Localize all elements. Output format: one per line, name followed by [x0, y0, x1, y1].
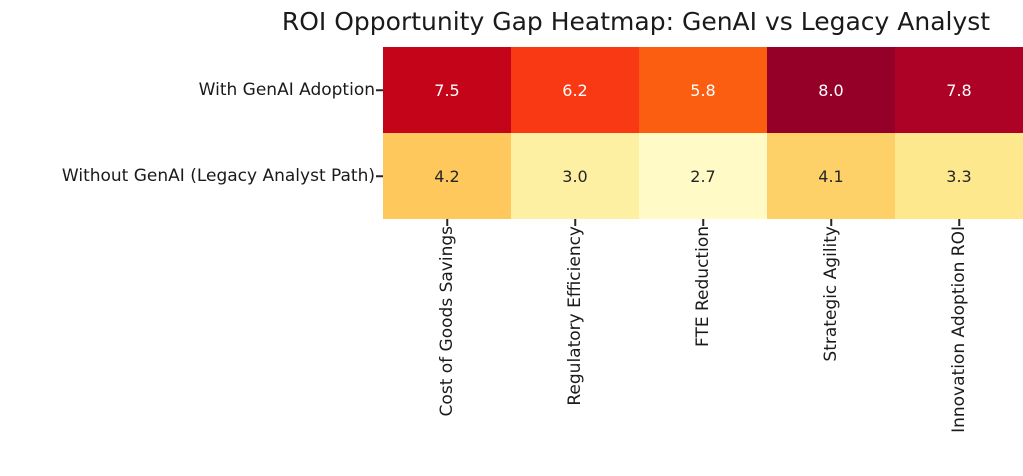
x-tick-mark	[958, 219, 960, 226]
x-tick-mark	[830, 219, 832, 226]
y-tick-label-1: Without GenAI (Legacy Analyst Path)	[61, 166, 375, 186]
heatmap-cell-r0-c4: 7.8	[895, 47, 1023, 133]
x-tick-label-2: FTE Reduction	[693, 226, 713, 347]
heatmap-cell-r1-c3: 4.1	[767, 133, 895, 219]
heatmap-grid: 7.5 6.2 5.8 8.0 7.8 4.2 3.0 2.7 4.1 3.3	[383, 47, 1023, 219]
heatmap-cell-r0-c1: 6.2	[511, 47, 639, 133]
x-tick-label-4: Innovation Adoption ROI	[949, 226, 969, 433]
y-tick-mark	[376, 175, 383, 177]
heatmap-cell-r0-c2: 5.8	[639, 47, 767, 133]
heatmap-cell-r0-c3: 8.0	[767, 47, 895, 133]
x-tick-mark	[446, 219, 448, 226]
heatmap-cell-r1-c1: 3.0	[511, 133, 639, 219]
heatmap-cell-r1-c2: 2.7	[639, 133, 767, 219]
x-tick-mark	[702, 219, 704, 226]
x-tick-label-1: Regulatory Efficiency	[565, 226, 585, 406]
heatmap-cell-r0-c0: 7.5	[383, 47, 511, 133]
x-tick-label-3: Strategic Agility	[821, 226, 841, 362]
x-tick-mark	[574, 219, 576, 226]
x-tick-label-0: Cost of Goods Savings	[437, 226, 457, 417]
chart-title: ROI Opportunity Gap Heatmap: GenAI vs Le…	[281, 7, 991, 36]
y-tick-mark	[376, 89, 383, 91]
heatmap-cell-r1-c4: 3.3	[895, 133, 1023, 219]
heatmap-cell-r1-c0: 4.2	[383, 133, 511, 219]
y-tick-label-0: With GenAI Adoption	[198, 80, 375, 100]
